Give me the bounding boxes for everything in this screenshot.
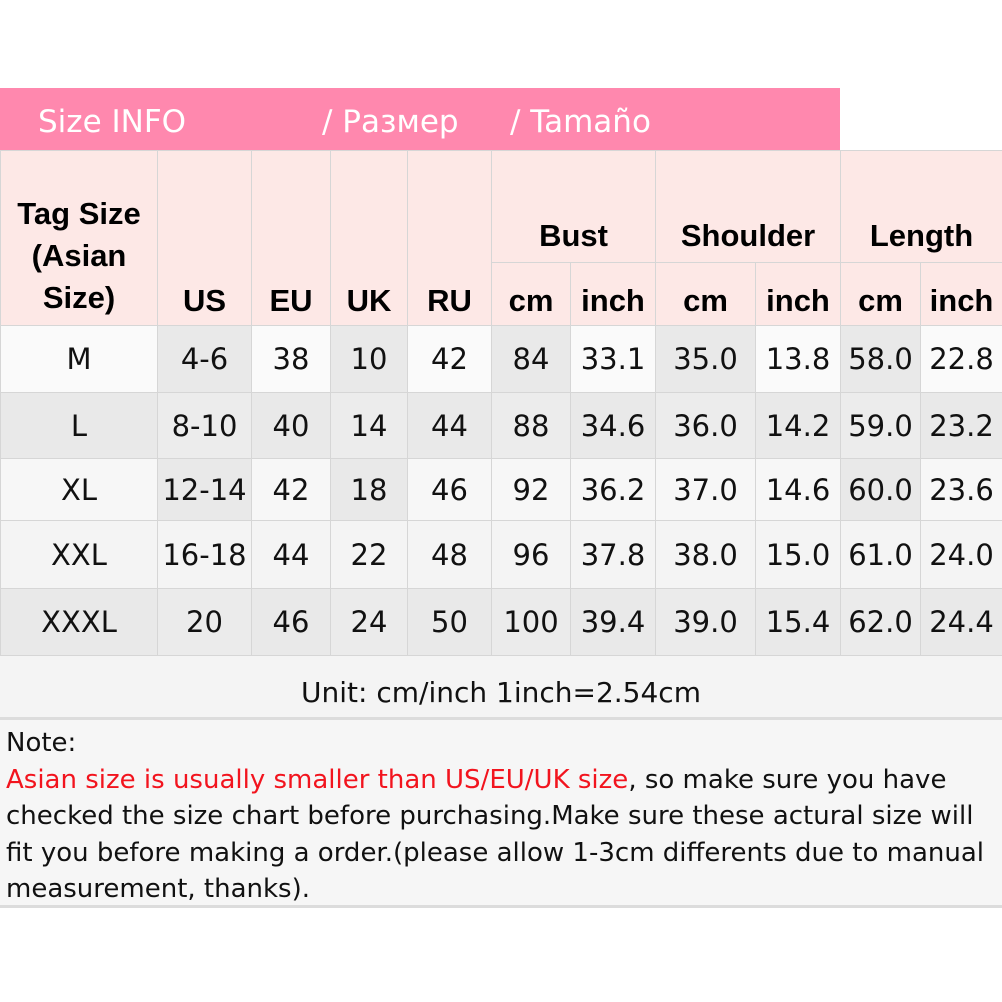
- banner-title: Size INFO: [38, 104, 187, 140]
- note-warning: Asian size is usually smaller than US/EU…: [6, 764, 629, 795]
- cell-shoulder-inch: 15.4: [755, 588, 842, 656]
- cell-bust-cm: 84: [491, 325, 571, 393]
- header-tag-size: Tag Size (Asian Size): [0, 150, 158, 326]
- cell-us: 12-14: [157, 458, 252, 521]
- cell-bust-cm: 88: [491, 392, 571, 459]
- note-text: , so make sure you have checked the size…: [6, 764, 984, 905]
- cell-ru: 42: [407, 325, 492, 393]
- cell-length-inch: 22.8: [920, 325, 1002, 393]
- cell-shoulder-cm: 38.0: [655, 520, 757, 589]
- cell-shoulder-cm: 35.0: [655, 325, 757, 393]
- size-info-banner: Size INFO / Размер / Tamaño: [0, 88, 840, 150]
- cell-eu: 44: [251, 520, 331, 589]
- cell-tag-size: XXXL: [0, 588, 158, 656]
- cell-ru: 46: [407, 458, 492, 521]
- cell-eu: 46: [251, 588, 331, 656]
- table-row: M 4-6 38 10 42 84 33.1 35.0 13.8 58.0 22.8: [0, 325, 1002, 393]
- header-length-cm: cm: [840, 262, 922, 326]
- cell-length-cm: 62.0: [840, 588, 922, 656]
- cell-length-cm: 58.0: [840, 325, 922, 393]
- size-table: Tag Size (Asian Size) US EU UK RU Bust S…: [0, 150, 1002, 656]
- cell-uk: 24: [330, 588, 408, 656]
- footer-blank: [0, 911, 1002, 1002]
- cell-bust-inch: 33.1: [569, 325, 657, 393]
- header-us: US: [157, 150, 252, 326]
- cell-length-inch: 24.0: [920, 520, 1002, 589]
- cell-uk: 14: [330, 392, 408, 459]
- cell-length-cm: 59.0: [840, 392, 922, 459]
- cell-shoulder-cm: 37.0: [655, 458, 757, 521]
- table-row: L 8-10 40 14 44 88 34.6 36.0 14.2 59.0 23.2: [0, 392, 1002, 459]
- cell-shoulder-inch: 14.2: [755, 392, 842, 459]
- cell-us: 4-6: [157, 325, 252, 393]
- header-bust-cm: cm: [491, 262, 571, 326]
- cell-bust-cm: 92: [491, 458, 571, 521]
- cell-shoulder-inch: 14.6: [755, 458, 842, 521]
- header-length: Length: [840, 150, 1002, 263]
- cell-us: 8-10: [157, 392, 252, 459]
- cell-length-inch: 23.6: [920, 458, 1002, 521]
- cell-ru: 50: [407, 588, 492, 656]
- cell-tag-size: XXL: [0, 520, 158, 589]
- cell-us: 16-18: [157, 520, 252, 589]
- cell-bust-cm: 96: [491, 520, 571, 589]
- cell-length-inch: 24.4: [920, 588, 1002, 656]
- note-box: Note: Asian size is usually smaller than…: [0, 720, 1002, 908]
- cell-tag-size: L: [0, 392, 158, 459]
- banner-title-es: / Tamaño: [510, 104, 651, 140]
- cell-shoulder-inch: 15.0: [755, 520, 842, 589]
- table-row: XXL 16-18 44 22 48 96 37.8 38.0 15.0 61.0 24.0: [0, 520, 1002, 589]
- header-uk: UK: [330, 150, 408, 326]
- cell-bust-inch: 34.6: [569, 392, 657, 459]
- table-row: XL 12-14 42 18 46 92 36.2 37.0 14.6 60.0 23.6: [0, 458, 1002, 521]
- note-label: Note:: [6, 728, 77, 758]
- cell-shoulder-cm: 39.0: [655, 588, 757, 656]
- cell-tag-size: M: [0, 325, 158, 393]
- cell-us: 20: [157, 588, 252, 656]
- header-shoulder: Shoulder: [655, 150, 842, 263]
- cell-length-cm: 61.0: [840, 520, 922, 589]
- cell-length-cm: 60.0: [840, 458, 922, 521]
- unit-line: Unit: cm/inch 1inch=2.54cm: [0, 656, 1002, 720]
- cell-shoulder-inch: 13.8: [755, 325, 842, 393]
- cell-eu: 38: [251, 325, 331, 393]
- header-ru: RU: [407, 150, 492, 326]
- cell-bust-inch: 39.4: [569, 588, 657, 656]
- cell-length-inch: 23.2: [920, 392, 1002, 459]
- cell-shoulder-cm: 36.0: [655, 392, 757, 459]
- table-row: XXXL 20 46 24 50 100 39.4 39.0 15.4 62.0 24.4: [0, 588, 1002, 656]
- cell-uk: 18: [330, 458, 408, 521]
- header-shoulder-inch: inch: [755, 262, 842, 326]
- cell-ru: 44: [407, 392, 492, 459]
- cell-eu: 40: [251, 392, 331, 459]
- cell-uk: 10: [330, 325, 408, 393]
- cell-bust-inch: 36.2: [569, 458, 657, 521]
- header-eu: EU: [251, 150, 331, 326]
- cell-bust-cm: 100: [491, 588, 571, 656]
- header-shoulder-cm: cm: [655, 262, 757, 326]
- cell-bust-inch: 37.8: [569, 520, 657, 589]
- cell-tag-size: XL: [0, 458, 158, 521]
- cell-ru: 48: [407, 520, 492, 589]
- cell-uk: 22: [330, 520, 408, 589]
- cell-eu: 42: [251, 458, 331, 521]
- banner-title-ru: / Размер: [322, 104, 459, 140]
- header-bust: Bust: [490, 150, 657, 263]
- header-length-inch: inch: [920, 262, 1002, 326]
- header-bust-inch: inch: [569, 262, 657, 326]
